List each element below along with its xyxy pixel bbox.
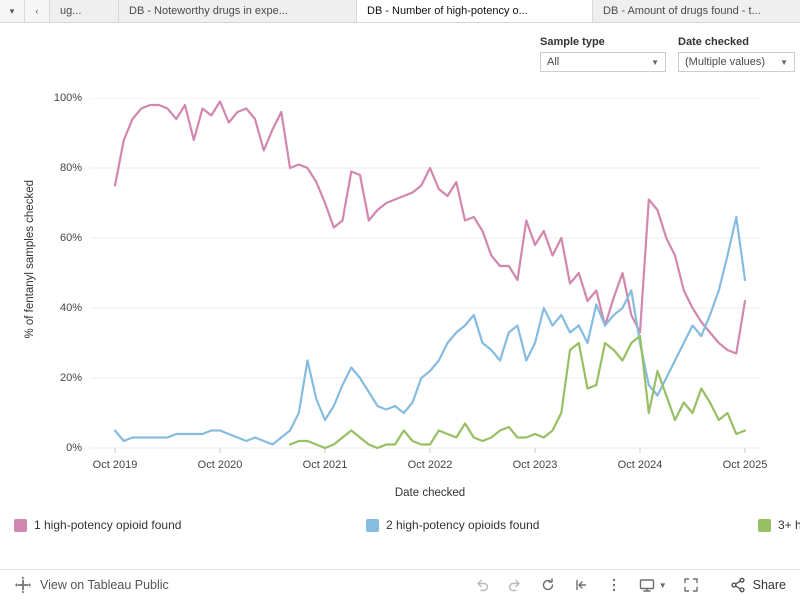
share-button[interactable]: Share (729, 576, 786, 594)
x-tick-label: Oct 2023 (512, 459, 558, 471)
fullscreen-icon[interactable] (682, 576, 700, 594)
x-axis-title: Date checked (394, 487, 466, 499)
tabs-menu-button[interactable]: ▾ (0, 0, 25, 22)
y-tick-label: 20% (59, 372, 82, 384)
y-tick-label: 0% (66, 442, 82, 454)
sheet-tab-noteworthy-drugs[interactable]: DB - Noteworthy drugs in expe... (119, 0, 357, 22)
sample-type-dropdown[interactable]: All ▼ (540, 52, 666, 72)
sample-type-filter: Sample type All ▼ (540, 36, 666, 72)
legend-swatch (14, 518, 27, 532)
legend: 1 high-potency opioid found 2 high-poten… (0, 518, 800, 536)
y-tick-label: 60% (59, 232, 82, 244)
sheet-tab-label: DB - Number of high-potency o... (367, 5, 528, 17)
date-checked-filter-label: Date checked (678, 36, 749, 48)
view-on-tableau-public-link[interactable]: View on Tableau Public (40, 578, 169, 592)
legend-label: 2 high-potency opioids found (386, 518, 540, 532)
date-checked-dropdown-value: (Multiple values) (685, 56, 766, 68)
caret-down-icon: ▼ (658, 580, 667, 590)
dropdown-caret-icon: ▼ (651, 57, 659, 67)
y-tick-label: 40% (59, 302, 82, 314)
more-options-icon[interactable] (605, 576, 623, 594)
legend-item-1-opioid[interactable]: 1 high-potency opioid found (14, 518, 181, 532)
chevron-down-icon: ▾ (9, 5, 15, 16)
dropdown-caret-icon: ▼ (780, 57, 788, 67)
legend-item-2-opioids[interactable]: 2 high-potency opioids found (366, 518, 539, 532)
y-tick-label: 80% (59, 162, 82, 174)
tableau-logo-icon (14, 576, 32, 594)
x-tick-label: Oct 2022 (407, 459, 453, 471)
chevron-left-icon: ‹ (35, 6, 39, 16)
redo-icon[interactable] (506, 576, 524, 594)
x-tick-label: Oct 2019 (92, 459, 138, 471)
skip-back-icon[interactable] (572, 576, 590, 594)
toolbar-icons: ▼ Share (473, 576, 786, 594)
sheet-tab-number-high-potency[interactable]: DB - Number of high-potency o... (357, 0, 593, 22)
legend-swatch (758, 518, 771, 532)
y-tick-label: 100% (53, 92, 82, 104)
plot-area[interactable] (90, 98, 762, 456)
replay-icon[interactable] (539, 576, 557, 594)
sheet-tab-label: DB - Noteworthy drugs in expe... (129, 5, 288, 17)
sheet-tab-amount-of-drugs[interactable]: DB - Amount of drugs found - t... (593, 0, 800, 22)
scroll-tabs-left-button[interactable]: ‹ (25, 0, 50, 22)
line-chart: % of fentanyl samples checked 0% 20% 40% 60… (0, 85, 800, 517)
x-tick-label: Oct 2020 (197, 459, 243, 471)
x-tick-label: Oct 2021 (302, 459, 348, 471)
sample-type-dropdown-value: All (547, 56, 560, 68)
sheet-tab-label: ug... (60, 5, 82, 17)
y-axis-title: % of fentanyl samples checked (24, 180, 36, 339)
date-checked-filter: Date checked (Multiple values) ▼ (678, 36, 795, 72)
legend-item-3plus-opioids[interactable]: 3+ hig (758, 518, 800, 532)
legend-swatch (366, 518, 379, 532)
x-tick-label: Oct 2025 (722, 459, 768, 471)
share-label: Share (752, 578, 786, 592)
sheet-tab-bar: ▾ ‹ ug... DB - Noteworthy drugs in expe.… (0, 0, 800, 23)
undo-icon[interactable] (473, 576, 491, 594)
legend-label: 1 high-potency opioid found (34, 518, 182, 532)
date-checked-dropdown[interactable]: (Multiple values) ▼ (678, 52, 795, 72)
share-icon (729, 576, 747, 594)
x-tick-label: Oct 2024 (617, 459, 663, 471)
legend-label: 3+ hig (778, 518, 800, 532)
download-icon[interactable]: ▼ (638, 576, 667, 594)
sample-type-filter-label: Sample type (540, 36, 605, 48)
sheet-tab-label: DB - Amount of drugs found - t... (603, 5, 761, 17)
sheet-tab-partial[interactable]: ug... (50, 0, 119, 22)
tableau-toolbar: View on Tableau Public (0, 569, 800, 600)
